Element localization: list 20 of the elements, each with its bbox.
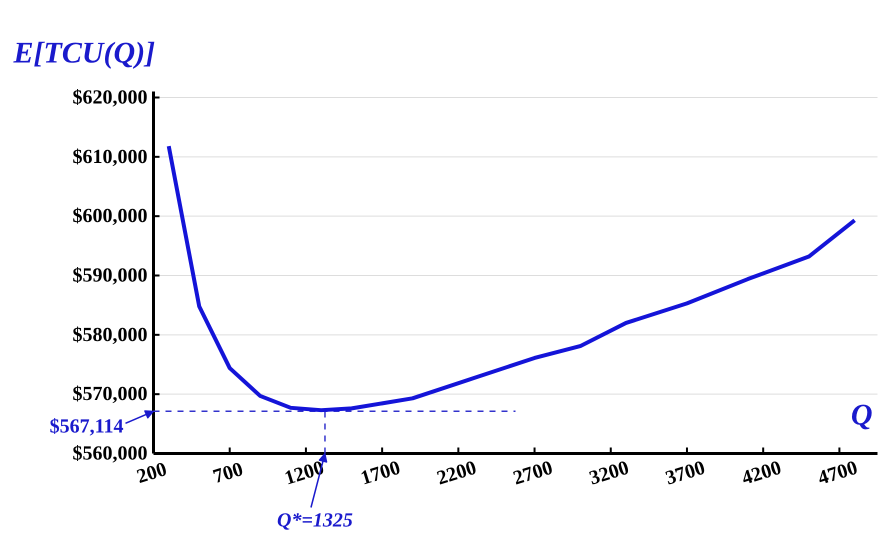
x-tick-label: 4700	[815, 456, 860, 490]
x-tick-label: 1700	[358, 456, 403, 490]
x-tick-label: 700	[210, 458, 246, 488]
y-tick-label: $570,000	[72, 383, 148, 406]
y-axis-title: E[TCU(Q)]	[12, 36, 156, 70]
x-tick-label: 2700	[510, 456, 556, 490]
y-tick-label: $590,000	[72, 264, 148, 286]
y-tick-label: $560,000	[72, 442, 148, 464]
x-tick-label: 3700	[662, 456, 708, 490]
x-tick-label: 2200	[434, 456, 480, 490]
y-tick-label: $600,000	[72, 205, 148, 228]
x-tick-label: 1200	[282, 456, 327, 490]
y-tick-label: $580,000	[72, 324, 148, 346]
ref-line-label: Q*=1325	[277, 510, 353, 532]
y-tick-label: $620,000	[72, 86, 148, 108]
ref-line-label: $567,114	[50, 415, 124, 438]
y-tick-label: $610,000	[72, 146, 148, 168]
x-axis-title: Q	[850, 398, 873, 432]
x-tick-label: 3200	[586, 456, 632, 490]
x-tick-label: 4200	[739, 456, 784, 490]
